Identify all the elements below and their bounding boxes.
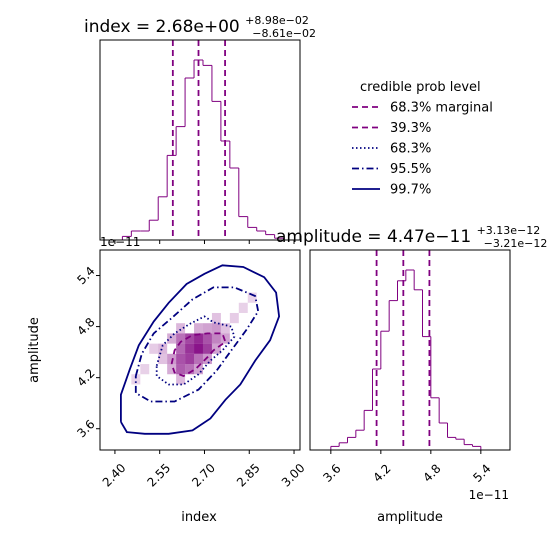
- density-cell: [176, 353, 186, 365]
- density-cell: [194, 323, 203, 334]
- density-cell: [158, 343, 168, 354]
- legend: credible prob level 68.3% marginal39.3%6…: [352, 80, 493, 198]
- density-cell: [211, 343, 221, 354]
- density-cell: [202, 343, 212, 354]
- amplitude-x-tick-label: 3.6: [320, 461, 343, 484]
- heatmap-x-tick-label: 2.85: [234, 461, 263, 490]
- contour-68-3pct: [155, 315, 236, 386]
- density-cell: [220, 323, 230, 334]
- density-cell: [202, 323, 212, 334]
- density-cell: [131, 374, 141, 385]
- density-cell: [194, 353, 203, 365]
- density-cell: [176, 343, 186, 354]
- density-cell: [229, 312, 239, 324]
- heatmap-y-tick-label: 5.4: [74, 264, 97, 287]
- amplitude-offset-label: 1e−11: [469, 488, 509, 502]
- heatmap-contours: [120, 264, 281, 435]
- heatmap-y-tick-label: 4.2: [74, 366, 97, 389]
- heatmap-y-label: amplitude: [27, 317, 42, 383]
- heatmap-offset-label: 1e−11: [100, 235, 140, 249]
- legend-label: 68.3% marginal: [390, 101, 493, 116]
- amplitude-title-sup: +3.13e−12: [477, 224, 541, 237]
- density-cell: [176, 333, 186, 344]
- density-cell: [149, 343, 159, 354]
- density-cell: [176, 374, 186, 385]
- contour-99-7pct: [120, 264, 281, 435]
- heatmap-y-tick-label: 4.8: [74, 315, 97, 338]
- heatmap-frame: [99, 249, 301, 451]
- heatmap-cells: [131, 292, 257, 385]
- heatmap-x-label: index: [181, 510, 217, 525]
- amplitude-x-tick-label: 4.2: [370, 461, 393, 484]
- amplitude-histogram-marks: [322, 250, 490, 451]
- amplitude-x-tick-label: 4.8: [420, 461, 443, 484]
- density-cell: [167, 353, 177, 365]
- amplitude-title-main: amplitude = 4.47e−11: [276, 227, 471, 247]
- legend-entries: 68.3% marginal 39.3% 68.3% 95.5% 99.7%: [352, 101, 493, 198]
- density-cell: [202, 333, 212, 344]
- amplitude-histogram-panel: amplitude = 4.47e−11 +3.13e−12 −3.21e−12…: [276, 219, 547, 525]
- index-histogram-marks: [104, 40, 295, 244]
- amplitude-title-sub: −3.21e−12: [484, 237, 548, 250]
- density-cell: [194, 364, 203, 375]
- heatmap-x-tick-label: 2.70: [189, 461, 218, 490]
- index-histogram-panel: index = 2.68e+00 +8.98e−02 −8.61e−02: [84, 9, 316, 244]
- amplitude-x-label: amplitude: [377, 510, 443, 525]
- legend-label: 39.3%: [390, 121, 431, 136]
- index-title: index = 2.68e+00 +8.98e−02 −8.61e−02: [84, 9, 316, 40]
- contour-39-3pct: [170, 332, 227, 377]
- density-cell: [247, 292, 257, 303]
- legend-label: 95.5%: [390, 162, 431, 177]
- heatmap-y-ticks: 3.6 4.2 4.8 5.4: [74, 264, 100, 440]
- density-cell: [158, 353, 168, 365]
- density-cell: [185, 364, 195, 375]
- density-cell: [202, 353, 212, 365]
- density-cell: [211, 323, 221, 334]
- heatmap-x-tick-label: 2.55: [144, 461, 173, 490]
- index-title-main: index = 2.68e+00: [84, 17, 240, 37]
- heatmap-x-ticks: 2.40 2.55 2.70 2.85 3.00: [100, 450, 308, 490]
- heatmap-x-tick-label: 3.00: [279, 461, 308, 490]
- index-histogram-frame: [99, 39, 301, 241]
- density-cell: [211, 333, 221, 344]
- density-cell: [211, 312, 221, 324]
- density-cell: [238, 302, 248, 313]
- density-cell: [185, 333, 195, 344]
- index-title-sub: −8.61e−02: [252, 27, 316, 40]
- heatmap-y-tick-label: 3.6: [74, 417, 97, 440]
- amplitude-x-ticks: 3.6 4.2 4.8 5.4: [320, 450, 494, 485]
- density-cell: [176, 364, 186, 375]
- density-cell: [185, 343, 195, 354]
- heatmap-x-tick-label: 2.40: [100, 461, 129, 490]
- density-cell: [220, 333, 230, 344]
- density-cell: [167, 333, 177, 344]
- joint-heatmap-panel: 2.40 2.55 2.70 2.85 3.00 3.64.24.85.4 1e−11 …: [27, 235, 308, 525]
- density-cell: [140, 364, 150, 375]
- amplitude-histogram-frame: [309, 249, 511, 451]
- density-cell: [194, 343, 203, 354]
- legend-label: 99.7%: [390, 183, 431, 198]
- amplitude-title: amplitude = 4.47e−11 +3.13e−12 −3.21e−12: [276, 219, 547, 250]
- index-title-sup: +8.98e−02: [245, 14, 309, 27]
- density-cell: [194, 333, 203, 344]
- legend-title: credible prob level: [360, 80, 481, 95]
- density-cell: [185, 353, 195, 365]
- density-cell: [167, 364, 177, 375]
- contour-95-5pct: [134, 286, 260, 403]
- density-cell: [176, 323, 186, 334]
- amplitude-x-tick-label: 5.4: [470, 461, 493, 484]
- legend-label: 68.3%: [390, 142, 431, 157]
